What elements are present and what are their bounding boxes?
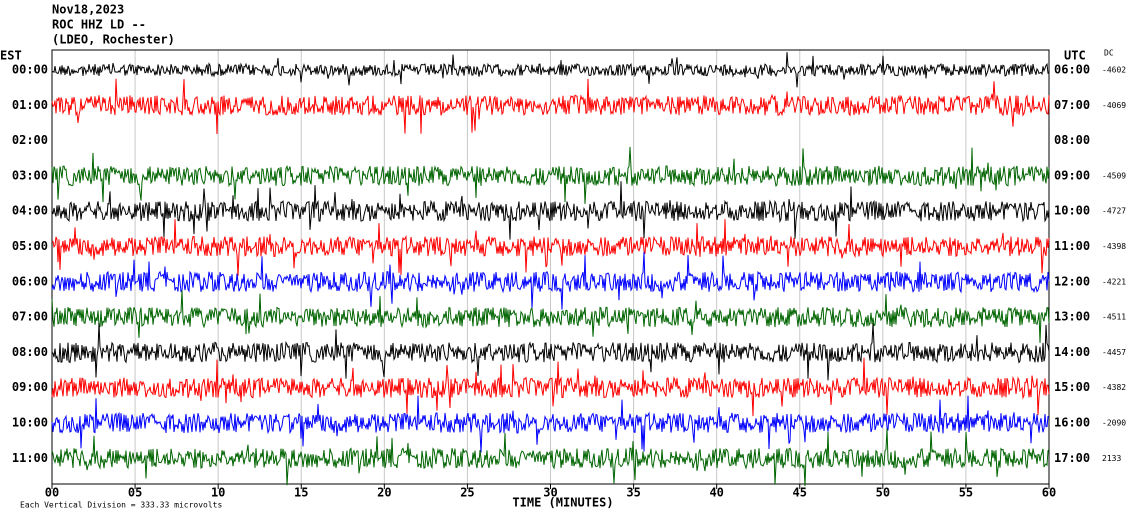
x-tick-label: 05	[128, 486, 142, 500]
utc-label: 07:00	[1054, 98, 1090, 112]
utc-label: 14:00	[1054, 345, 1090, 359]
dc-value: -4069	[1102, 101, 1126, 110]
x-tick-label: 20	[377, 486, 391, 500]
utc-label: 15:00	[1054, 380, 1090, 394]
dc-value: -4509	[1102, 171, 1126, 180]
est-label: 02:00	[12, 133, 48, 147]
utc-label: 06:00	[1054, 63, 1090, 77]
footer: Each Vertical Division = 333.33 microvol…	[20, 501, 222, 510]
x-tick-label: 50	[876, 486, 890, 500]
x-tick-label: 45	[793, 486, 807, 500]
trace	[52, 219, 1050, 277]
x-tick-label: 30	[543, 486, 557, 500]
est-label: 11:00	[12, 451, 48, 465]
dc-label: DC	[1104, 49, 1114, 58]
est-label: 00:00	[12, 63, 48, 77]
est-label: 05:00	[12, 239, 48, 253]
trace	[51, 52, 1050, 88]
utc-label: 17:00	[1054, 451, 1090, 465]
x-tick-label: 35	[626, 486, 640, 500]
dc-value: -2090	[1102, 419, 1126, 428]
dc-value: -4398	[1102, 242, 1126, 251]
est-label: 03:00	[12, 168, 48, 182]
x-tick-label: 25	[460, 486, 474, 500]
utc-label: 12:00	[1054, 274, 1090, 288]
dc-value: -4727	[1102, 207, 1126, 216]
title-line: Nov18,2023	[52, 3, 124, 17]
x-tick-label: 15	[294, 486, 308, 500]
dc-value: -4602	[1102, 66, 1126, 75]
dc-value: -4221	[1102, 277, 1126, 286]
est-label: 09:00	[12, 380, 48, 394]
trace	[51, 181, 1050, 240]
x-tick-label: 00	[45, 486, 59, 500]
trace	[51, 78, 1050, 135]
est-label: 10:00	[12, 416, 48, 430]
utc-label: 08:00	[1054, 133, 1090, 147]
dc-value: -4382	[1102, 383, 1126, 392]
utc-label: 11:00	[1054, 239, 1090, 253]
est-label: 06:00	[12, 274, 48, 288]
trace	[51, 290, 1050, 343]
left-axis-label: EST	[0, 49, 22, 63]
trace	[51, 146, 1050, 204]
trace	[51, 322, 1050, 381]
dc-value: 2133	[1102, 454, 1121, 463]
utc-label: 13:00	[1054, 310, 1090, 324]
x-tick-label: 55	[959, 486, 973, 500]
x-axis-label: TIME (MINUTES)	[512, 496, 613, 510]
right-axis-label: UTC	[1064, 49, 1086, 63]
trace	[51, 395, 1050, 453]
est-label: 01:00	[12, 98, 48, 112]
utc-label: 09:00	[1054, 168, 1090, 182]
est-label: 08:00	[12, 345, 48, 359]
x-tick-label: 40	[709, 486, 723, 500]
est-label: 04:00	[12, 204, 48, 218]
x-tick-label: 60	[1042, 486, 1056, 500]
trace	[51, 357, 1050, 417]
dc-value: -4511	[1102, 313, 1126, 322]
utc-label: 10:00	[1054, 204, 1090, 218]
est-label: 07:00	[12, 310, 48, 324]
trace	[51, 251, 1050, 310]
trace	[51, 428, 1050, 487]
utc-label: 16:00	[1054, 416, 1090, 430]
x-tick-label: 10	[211, 486, 225, 500]
title-line: ROC HHZ LD --	[52, 18, 146, 32]
dc-value: -4457	[1102, 348, 1126, 357]
title-line: (LDEO, Rochester)	[52, 33, 175, 47]
